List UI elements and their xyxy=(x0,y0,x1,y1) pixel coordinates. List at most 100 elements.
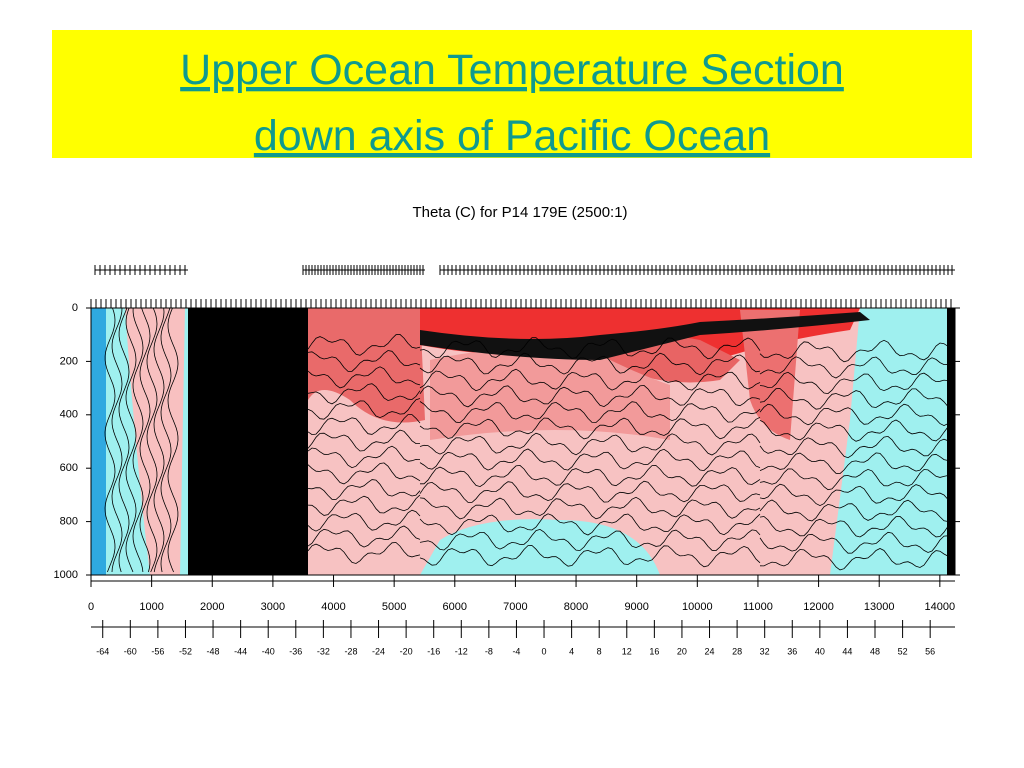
contour-line xyxy=(759,371,949,395)
plot-frame xyxy=(90,307,956,576)
title-box xyxy=(52,30,972,158)
contour-line xyxy=(759,403,949,427)
contour-line xyxy=(419,480,761,503)
x-tick-label: 5000 xyxy=(382,601,406,613)
contour-line xyxy=(759,435,949,459)
y-tick-label: 800 xyxy=(60,516,78,528)
contour-line xyxy=(307,542,421,564)
slide-title: down axis of Pacific Ocean xyxy=(254,112,770,160)
contour-line xyxy=(132,308,144,573)
x2-tick-label: 4 xyxy=(569,646,574,656)
x-tick-label: 11000 xyxy=(743,601,773,613)
x2-tick-label: 48 xyxy=(870,646,880,656)
contour-line xyxy=(104,307,116,573)
y-tick-label: 200 xyxy=(60,355,78,367)
contour-line xyxy=(307,383,421,405)
x-tick-label: 10000 xyxy=(682,601,713,613)
x2-tick-label: 56 xyxy=(925,646,935,656)
contour-line xyxy=(307,509,421,532)
x-tick-label: 9000 xyxy=(624,601,648,613)
x2-tick-label: -32 xyxy=(317,646,330,656)
x-tick-label: 8000 xyxy=(564,601,588,613)
contour-line xyxy=(420,464,761,488)
contour-line xyxy=(307,398,421,420)
x2-tick-label: 20 xyxy=(677,646,687,656)
slide-title: Upper Ocean Temperature Section xyxy=(180,46,844,94)
contour-line xyxy=(307,333,421,356)
x2-tick-label: -56 xyxy=(151,646,164,656)
contour-line xyxy=(759,548,949,571)
contour-line xyxy=(759,515,949,538)
contour-line xyxy=(167,307,179,573)
x2-tick-label: -24 xyxy=(372,646,385,656)
y-tick-label: 400 xyxy=(60,409,78,421)
x2-tick-label: -16 xyxy=(427,646,440,656)
x2-tick-label: -48 xyxy=(207,646,220,656)
contour-line xyxy=(307,366,421,389)
contour-line xyxy=(419,432,761,456)
x2-tick-label: -64 xyxy=(96,646,109,656)
contour-line xyxy=(419,496,761,520)
contour-line xyxy=(111,307,123,573)
contour-line xyxy=(759,499,949,522)
contour-line xyxy=(307,445,421,469)
x2-tick-label: 44 xyxy=(842,646,852,656)
x2-tick-label: 28 xyxy=(732,646,742,656)
x2-tick-label: -52 xyxy=(179,646,192,656)
contour-line xyxy=(419,352,761,376)
x2-tick-label: -8 xyxy=(485,646,493,656)
contour-line xyxy=(307,525,421,548)
contour-lines xyxy=(104,307,949,573)
contour-line xyxy=(759,468,949,491)
station-marks xyxy=(90,265,955,308)
contour-line xyxy=(759,339,949,363)
contour-line xyxy=(759,419,949,442)
contour-line xyxy=(125,307,137,573)
chart-title: Theta (C) for P14 179E (2500:1) xyxy=(412,204,627,221)
contour-line xyxy=(160,307,172,573)
x2-tick-label: -20 xyxy=(400,646,413,656)
contour-line xyxy=(419,513,761,536)
x2-tick-label: 0 xyxy=(542,646,547,656)
contour-line xyxy=(759,483,949,507)
contour-line xyxy=(419,545,761,568)
x2-tick-label: -60 xyxy=(124,646,137,656)
x-tick-label: 7000 xyxy=(503,601,527,613)
x2-tick-label: -36 xyxy=(289,646,302,656)
contour-line xyxy=(419,401,761,424)
x2-tick-label: 32 xyxy=(760,646,770,656)
contour-line xyxy=(139,307,151,573)
contour-line xyxy=(307,494,421,516)
contour-line xyxy=(307,479,421,500)
x2-tick-label: -28 xyxy=(344,646,357,656)
contour-line xyxy=(759,388,949,410)
x2-tick-label: -40 xyxy=(262,646,275,656)
x2-tick-label: 8 xyxy=(597,646,602,656)
contour-line xyxy=(419,448,761,472)
x2-tick-label: 16 xyxy=(649,646,659,656)
x2-tick-label: 24 xyxy=(705,646,715,656)
contour-line xyxy=(307,429,421,452)
contour-line xyxy=(307,414,421,436)
x2-tick-label: 36 xyxy=(787,646,797,656)
x-tick-label: 12000 xyxy=(803,601,834,613)
contour-line xyxy=(419,416,761,440)
y-tick-label: 600 xyxy=(60,462,78,474)
contour-line xyxy=(419,384,761,408)
contour-line xyxy=(146,307,158,573)
x2-tick-label: 12 xyxy=(622,646,632,656)
x2-tick-label: -12 xyxy=(455,646,468,656)
x-tick-label: 1000 xyxy=(139,601,163,613)
x-tick-label: 14000 xyxy=(925,601,956,613)
contour-line xyxy=(419,368,761,392)
y-tick-label: 0 xyxy=(72,302,78,314)
x2-tick-label: -4 xyxy=(512,646,520,656)
contour-line xyxy=(759,452,949,475)
contour-line xyxy=(153,307,165,573)
x2-tick-label: 40 xyxy=(815,646,825,656)
x2-tick-label: -44 xyxy=(234,646,247,656)
x2-tick-label: 52 xyxy=(898,646,908,656)
contour-line xyxy=(419,528,761,552)
x-tick-label: 0 xyxy=(88,601,94,613)
